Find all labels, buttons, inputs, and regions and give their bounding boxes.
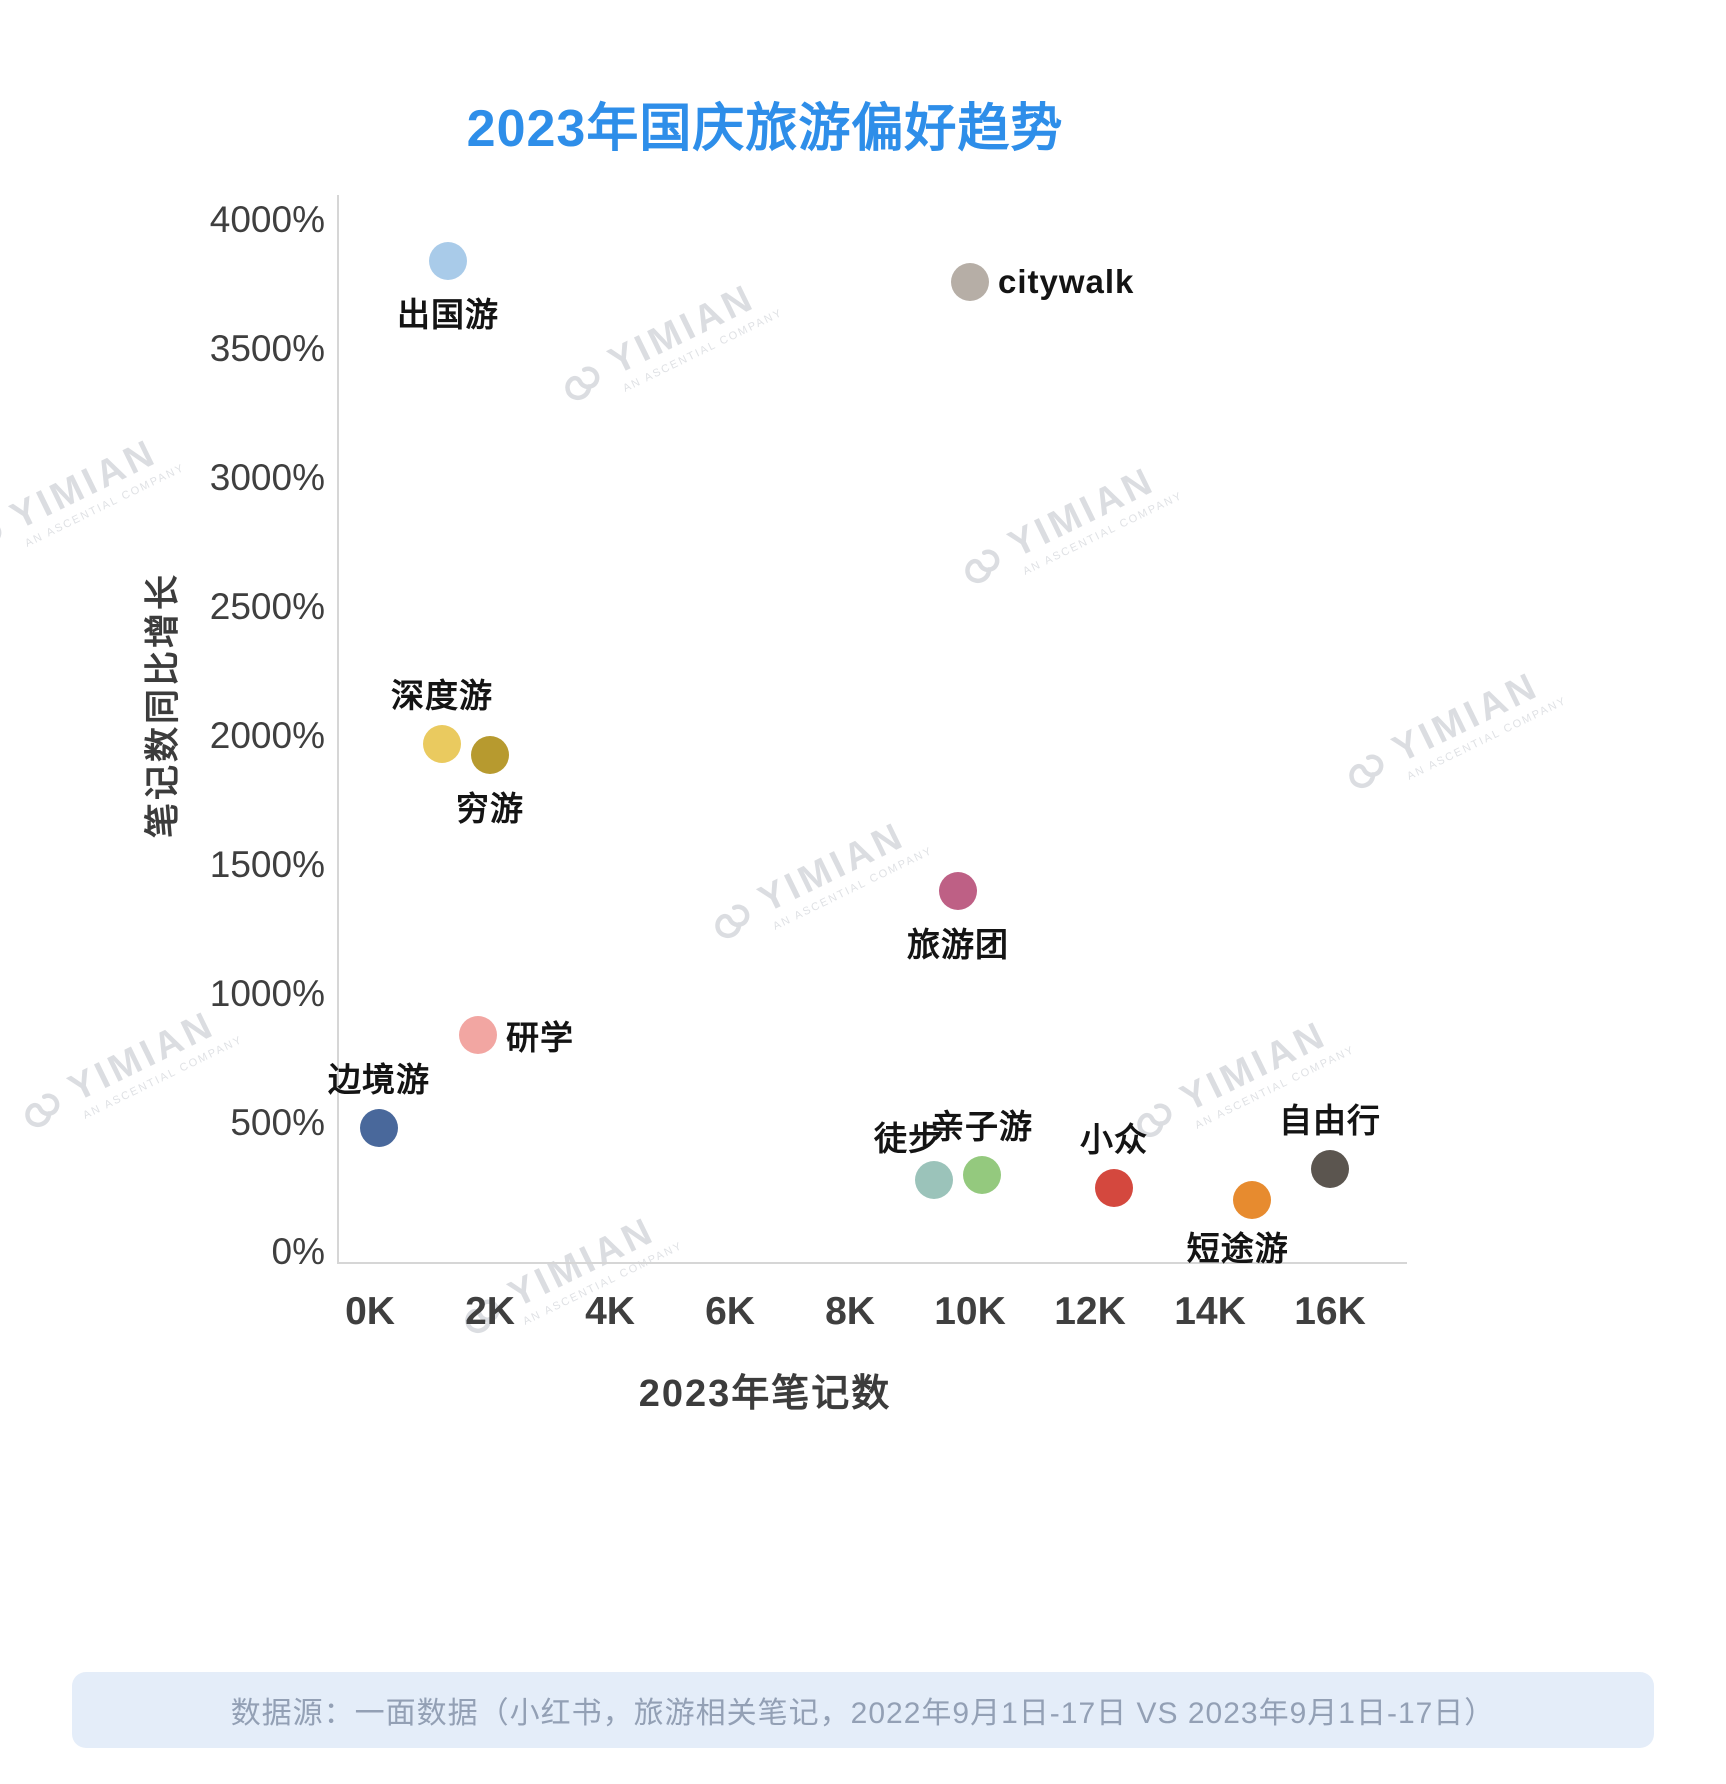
x-axis-label: 2023年笔记数 xyxy=(638,1373,892,1415)
scatter-point xyxy=(1311,1150,1349,1189)
point-label: 研学 xyxy=(506,1019,574,1057)
yimian-logo-icon xyxy=(965,549,1000,583)
scatter-point xyxy=(1095,1168,1133,1207)
point-label: 旅游团 xyxy=(907,925,1009,963)
watermark: YIMIAN AN ASCENTIAL COMPANY xyxy=(701,808,935,958)
watermark-tagline: AN ASCENTIAL COMPANY xyxy=(81,1033,245,1122)
watermark: YIMIAN AN ASCENTIAL COMPANY xyxy=(551,270,785,420)
x-tick-label: 10K xyxy=(934,1290,1006,1333)
yimian-logo-icon xyxy=(1349,754,1384,788)
watermark-tagline: AN ASCENTIAL COMPANY xyxy=(23,461,187,550)
watermark-tagline: AN ASCENTIAL COMPANY xyxy=(1405,694,1569,783)
scatter-point xyxy=(459,1016,497,1055)
yimian-logo-icon xyxy=(565,366,600,400)
scatter-point xyxy=(429,242,467,281)
y-tick-label: 500% xyxy=(230,1102,325,1143)
watermark-brand: YIMIAN xyxy=(752,814,912,922)
y-tick-label: 0% xyxy=(271,1231,325,1272)
watermark: YIMIAN AN ASCENTIAL COMPANY xyxy=(1335,658,1569,808)
watermark-brand: YIMIAN xyxy=(602,276,762,384)
point-label: 自由行 xyxy=(1279,1102,1381,1140)
scatter-point xyxy=(360,1109,398,1148)
y-tick-label: 4000% xyxy=(209,199,325,240)
y-axis-line xyxy=(337,195,339,1264)
watermark-brand: YIMIAN xyxy=(4,431,164,539)
watermark-brand: YIMIAN xyxy=(1386,664,1546,772)
x-tick-label: 4K xyxy=(585,1290,635,1333)
yimian-logo-icon xyxy=(25,1093,60,1127)
y-axis-label: 笔记数同比增长 xyxy=(143,571,183,839)
point-label: 短途游 xyxy=(1186,1230,1289,1268)
point-label: 徒步 xyxy=(874,1119,942,1157)
scatter-point xyxy=(915,1160,953,1199)
data-source-text: 数据源：一面数据（小红书，旅游相关笔记，2022年9月1日-17日 VS 202… xyxy=(230,1697,1496,1730)
y-tick-label: 3500% xyxy=(209,328,325,369)
x-tick-label: 8K xyxy=(825,1290,875,1333)
watermark: YIMIAN AN ASCENTIAL COMPANY xyxy=(11,997,245,1147)
data-source-note: 数据源：一面数据（小红书，旅游相关笔记，2022年9月1日-17日 VS 202… xyxy=(72,1672,1654,1748)
y-tick-label: 3000% xyxy=(209,457,325,498)
x-axis-line xyxy=(337,1262,1407,1264)
chart-title: 2023年国庆旅游偏好趋势 xyxy=(466,100,1064,158)
watermark-brand: YIMIAN xyxy=(1002,459,1162,567)
watermark: YIMIAN AN ASCENTIAL COMPANY xyxy=(0,425,187,575)
x-tick-label: 2K xyxy=(465,1290,515,1333)
x-tick-label: 0K xyxy=(345,1290,395,1333)
point-label: 深度游 xyxy=(391,676,493,714)
watermark-tagline: AN ASCENTIAL COMPANY xyxy=(1021,489,1185,578)
watermark: YIMIAN AN ASCENTIAL COMPANY xyxy=(951,453,1185,603)
scatter-point xyxy=(471,736,509,775)
x-tick-label: 12K xyxy=(1054,1290,1126,1333)
point-label: citywalk xyxy=(998,262,1135,300)
point-label: 小众 xyxy=(1080,1120,1148,1158)
x-tick-label: 6K xyxy=(705,1290,755,1333)
yimian-logo-icon xyxy=(715,904,750,938)
point-label: 穷游 xyxy=(456,790,524,828)
scatter-point xyxy=(963,1155,1001,1194)
point-label: 亲子游 xyxy=(931,1107,1033,1145)
scatter-point xyxy=(939,871,977,910)
scatter-point xyxy=(423,724,461,763)
y-tick-label: 2000% xyxy=(209,715,325,756)
x-tick-label: 16K xyxy=(1294,1290,1366,1333)
y-tick-label: 2500% xyxy=(209,586,325,627)
point-label: 出国游 xyxy=(397,296,499,334)
scatter-point xyxy=(951,262,989,301)
y-tick-label: 1500% xyxy=(209,844,325,885)
point-label: 边境游 xyxy=(328,1061,430,1099)
watermark-tagline: AN ASCENTIAL COMPANY xyxy=(621,306,785,395)
yimian-logo-icon xyxy=(0,521,2,555)
x-tick-label: 14K xyxy=(1174,1290,1246,1333)
y-tick-label: 1000% xyxy=(209,973,325,1014)
scatter-point xyxy=(1233,1181,1271,1220)
